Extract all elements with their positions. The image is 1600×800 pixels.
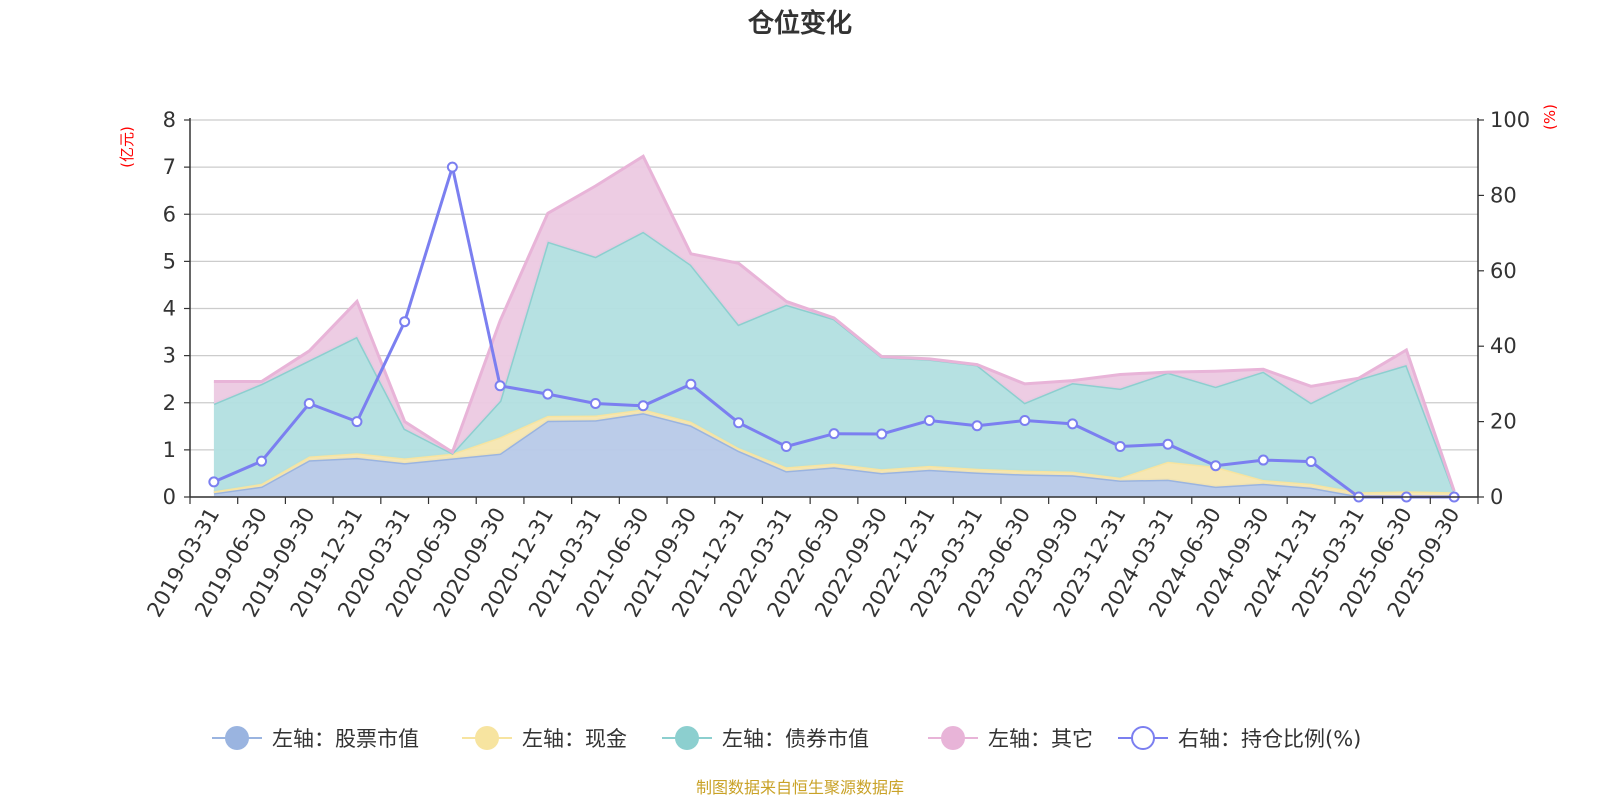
right-axis-tick-label: 60 <box>1490 259 1517 283</box>
legend-item: 左轴：其它 <box>928 726 1093 751</box>
legend-item: 左轴：现金 <box>462 726 627 751</box>
ratio-point <box>446 161 458 173</box>
ratio-point <box>923 414 935 426</box>
ratio-point <box>685 378 697 390</box>
data-source-note: 制图数据来自恒生聚源数据库 <box>696 778 904 797</box>
ratio-point <box>1210 460 1222 472</box>
left-axis-tick-label: 4 <box>163 297 176 321</box>
left-axis-tick-label: 7 <box>163 155 176 179</box>
ratio-point <box>1305 456 1317 468</box>
position-ratio-series <box>208 161 1460 503</box>
legend-label: 左轴：其它 <box>988 727 1093 751</box>
legend-marker <box>675 726 699 750</box>
right-axis-tick-label: 100 <box>1490 108 1530 132</box>
chart-title: 仓位变化 <box>747 8 852 39</box>
left-axis-tick-label: 8 <box>163 108 176 132</box>
area-series-2 <box>213 231 1455 493</box>
area-series-0 <box>213 413 1455 497</box>
ratio-point <box>971 420 983 432</box>
right-axis-tick-label: 20 <box>1490 410 1517 434</box>
legend-item: 右轴：持仓比例(%) <box>1118 726 1361 751</box>
legend-marker-hollow <box>1131 726 1155 750</box>
legend-label: 左轴：股票市值 <box>272 727 419 751</box>
ratio-point <box>1257 454 1269 466</box>
left-axis-tick-label: 3 <box>163 344 176 368</box>
ratio-point <box>780 440 792 452</box>
ratio-point <box>589 398 601 410</box>
legend-item: 左轴：债券市值 <box>662 726 869 751</box>
right-axis-unit: (%) <box>1541 104 1559 130</box>
left-axis-tick-label: 0 <box>163 485 176 509</box>
legend-marker <box>941 726 965 750</box>
ratio-point <box>256 455 268 467</box>
ratio-point <box>303 398 315 410</box>
left-axis-tick-label: 2 <box>163 391 176 415</box>
ratio-point <box>494 380 506 392</box>
stacked-areas <box>213 154 1456 498</box>
ratio-point <box>1114 440 1126 452</box>
ratio-point <box>1019 414 1031 426</box>
legend-marker <box>225 726 249 750</box>
ratio-point <box>1162 438 1174 450</box>
area-edge-series-3 <box>213 154 1456 492</box>
legend: 左轴：股票市值 左轴：现金 左轴：债券市值 左轴：其它 右轴：持仓比例(%) <box>212 726 1361 751</box>
right-axis-tick-label: 40 <box>1490 334 1517 358</box>
legend-marker <box>475 726 499 750</box>
ratio-point <box>399 316 411 328</box>
legend-item: 左轴：股票市值 <box>212 726 419 751</box>
area-series-1 <box>213 409 1455 497</box>
ratio-point <box>351 416 363 428</box>
left-axis-tick-label: 1 <box>163 438 176 462</box>
ratio-point <box>208 476 220 488</box>
right-axis-tick-label: 0 <box>1490 485 1503 509</box>
ratio-point <box>876 428 888 440</box>
ratio-point <box>1067 418 1079 430</box>
left-axis-unit: (亿元) <box>118 126 136 168</box>
ratio-point <box>828 428 840 440</box>
left-axis-tick-label: 6 <box>163 202 176 226</box>
ratio-point <box>542 388 554 400</box>
ratio-point <box>733 417 745 429</box>
right-axis-tick-label: 80 <box>1490 183 1517 207</box>
legend-label: 左轴：现金 <box>522 727 627 751</box>
legend-label: 左轴：债券市值 <box>722 727 869 751</box>
ratio-point <box>637 400 649 412</box>
legend-label: 右轴：持仓比例(%) <box>1178 727 1361 751</box>
left-axis-tick-label: 5 <box>163 249 176 273</box>
